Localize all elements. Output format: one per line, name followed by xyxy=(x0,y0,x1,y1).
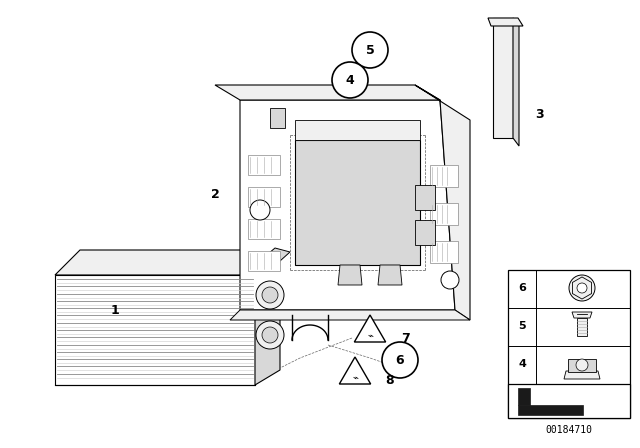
Text: 5: 5 xyxy=(365,43,374,56)
Polygon shape xyxy=(415,220,435,245)
Circle shape xyxy=(256,281,284,309)
Bar xyxy=(430,203,458,225)
Bar xyxy=(248,187,280,207)
Text: 8: 8 xyxy=(386,374,394,387)
Circle shape xyxy=(577,283,587,293)
Polygon shape xyxy=(215,85,440,100)
Circle shape xyxy=(569,275,595,301)
Text: ⌁: ⌁ xyxy=(352,373,358,383)
Text: 5: 5 xyxy=(518,321,526,331)
Bar xyxy=(508,384,630,418)
Polygon shape xyxy=(572,312,592,318)
Polygon shape xyxy=(572,277,591,299)
Bar xyxy=(430,241,458,263)
Polygon shape xyxy=(255,250,280,385)
Polygon shape xyxy=(339,357,371,384)
Polygon shape xyxy=(230,310,470,320)
Polygon shape xyxy=(295,140,420,265)
Circle shape xyxy=(250,200,270,220)
Polygon shape xyxy=(338,265,362,285)
Polygon shape xyxy=(55,275,255,385)
Polygon shape xyxy=(240,100,455,310)
Circle shape xyxy=(576,359,588,371)
Bar xyxy=(430,165,458,187)
Text: 4: 4 xyxy=(346,73,355,86)
Circle shape xyxy=(262,287,278,303)
Circle shape xyxy=(352,32,388,68)
Text: 00184710: 00184710 xyxy=(545,425,593,435)
Bar xyxy=(248,251,280,271)
Text: 1: 1 xyxy=(111,303,120,316)
Polygon shape xyxy=(355,315,386,342)
Polygon shape xyxy=(415,85,470,320)
Polygon shape xyxy=(270,108,285,128)
Polygon shape xyxy=(255,248,290,270)
Text: 6: 6 xyxy=(518,283,526,293)
Circle shape xyxy=(441,271,459,289)
Polygon shape xyxy=(488,18,523,26)
Polygon shape xyxy=(518,405,583,415)
Polygon shape xyxy=(295,120,420,140)
Circle shape xyxy=(262,327,278,343)
Circle shape xyxy=(256,321,284,349)
Polygon shape xyxy=(564,371,600,379)
Bar xyxy=(248,219,280,239)
Text: ⌁: ⌁ xyxy=(367,331,373,341)
Bar xyxy=(248,155,280,175)
Polygon shape xyxy=(378,265,402,285)
Polygon shape xyxy=(493,18,513,138)
Text: 4: 4 xyxy=(518,359,526,369)
Polygon shape xyxy=(568,359,596,372)
Circle shape xyxy=(382,342,418,378)
Circle shape xyxy=(332,62,368,98)
Polygon shape xyxy=(415,185,435,210)
Polygon shape xyxy=(513,18,519,146)
Polygon shape xyxy=(577,318,587,336)
Text: 6: 6 xyxy=(396,353,404,366)
Polygon shape xyxy=(518,388,530,405)
Text: 2: 2 xyxy=(211,189,220,202)
Polygon shape xyxy=(55,250,280,275)
Text: 3: 3 xyxy=(536,108,544,121)
Text: 7: 7 xyxy=(401,332,410,345)
Bar xyxy=(508,270,630,418)
